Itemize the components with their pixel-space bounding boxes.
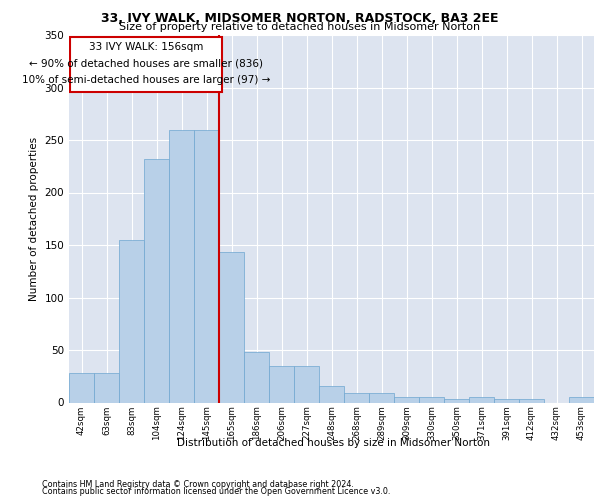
Bar (94, 373, 119, 402)
Text: ← 90% of detached houses are smaller (836): ← 90% of detached houses are smaller (83… (29, 59, 263, 69)
Bar (119, 240, 144, 402)
Text: 10% of semi-detached houses are larger (97) →: 10% of semi-detached houses are larger (… (22, 76, 270, 86)
Bar (469, 397, 494, 402)
Bar (519, 400, 544, 402)
Text: Distribution of detached houses by size in Midsomer Norton: Distribution of detached houses by size … (176, 438, 490, 448)
FancyBboxPatch shape (70, 37, 221, 92)
Y-axis label: Number of detached properties: Number of detached properties (29, 136, 39, 301)
Bar (394, 397, 419, 402)
Bar (569, 397, 594, 402)
Bar (419, 397, 444, 402)
Bar (244, 352, 269, 403)
Text: 33 IVY WALK: 156sqm: 33 IVY WALK: 156sqm (89, 42, 203, 52)
Bar (294, 366, 319, 403)
Text: 33, IVY WALK, MIDSOMER NORTON, RADSTOCK, BA3 2EE: 33, IVY WALK, MIDSOMER NORTON, RADSTOCK,… (101, 12, 499, 26)
Text: Contains HM Land Registry data © Crown copyright and database right 2024.: Contains HM Land Registry data © Crown c… (42, 480, 354, 489)
Bar (369, 393, 394, 402)
Bar (219, 252, 244, 402)
Bar (194, 130, 219, 402)
Bar (144, 159, 169, 402)
Bar (269, 366, 294, 403)
Bar (344, 393, 369, 402)
Text: Contains public sector information licensed under the Open Government Licence v3: Contains public sector information licen… (42, 487, 391, 496)
Bar (444, 400, 469, 402)
Text: Size of property relative to detached houses in Midsomer Norton: Size of property relative to detached ho… (119, 22, 481, 32)
Bar (319, 386, 344, 402)
Bar (169, 130, 194, 402)
Bar (494, 400, 519, 402)
Bar (69, 373, 94, 402)
